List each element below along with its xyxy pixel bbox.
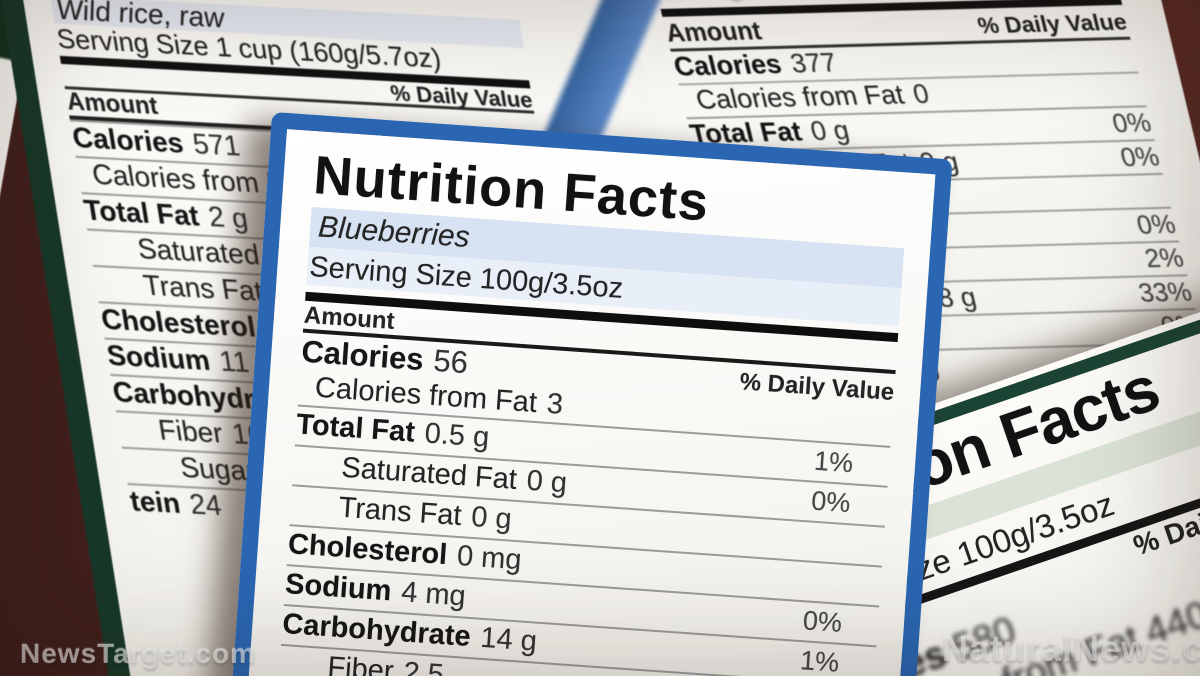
nutrient: Fiber [326,651,395,676]
dv-value: 1% [813,445,855,479]
nutrient: Trans Fat [337,491,463,533]
nutrient-value: 0.5 g [423,417,491,454]
watermark: NewsTarget.com [20,638,256,669]
nutrient: Calories from Fat [692,79,908,115]
dv-value: 0% [810,485,852,519]
nutrient-value: 0 mg [456,539,523,577]
nutrient-value: 571 [190,127,243,162]
nutrient-value: 2 g [206,200,250,235]
nutrient: Calories [70,121,186,159]
nutrient: Fiber [156,414,225,450]
nutrient: Cholesterol [98,303,258,343]
nutrient-value: 56 [432,342,470,381]
nutrient: Sodium [104,339,213,377]
nutrient-value: 24 [187,488,224,522]
nutrient: Saturated Fat [340,451,518,496]
dv-value [846,525,885,565]
nutrient-value: 14 g [479,621,538,658]
dv-value: 0% [1117,141,1163,172]
nutrient-value: 0 g [807,115,853,146]
dv-value: 33% [1135,276,1195,308]
dv-value: 2% [1141,242,1187,274]
daily-value-header: % Daily Value [974,8,1130,39]
nutrient-value: 377 [787,47,840,79]
dv-value [1139,73,1147,105]
nutrient: tein [127,484,183,519]
nutrient-value: 4 mg [400,576,467,613]
dv-value [1131,40,1139,72]
dv-value: 1% [799,645,841,676]
blueberries-label: Nutrition Facts Blueberries Serving Size… [229,111,953,676]
dv-value: 0% [1109,107,1154,139]
nutrient: Trans Fat [141,269,265,307]
nutrient: Carbohydra [110,375,273,416]
nutrient: Total Fat [295,408,416,449]
nutrient: Calories [670,48,785,82]
dv-value [843,565,882,605]
nutrient: Cholesterol [286,528,449,572]
dv-value: 0% [1133,208,1179,240]
amount-header: Amount [663,17,765,48]
nutrient: Total Fat [81,194,202,232]
nutrient-value: 0 g [470,500,513,536]
dv-value [1163,175,1171,207]
nutrient-value: 0 [909,79,933,110]
nutrient-value: 2.5 [402,656,445,676]
nutrient: Sodium [284,568,393,608]
dv-value: 0% [801,605,843,638]
nutrient-value: 3 [545,387,565,421]
nutrient-value: 0 g [525,464,569,500]
watermark: NaturalNews.com [942,628,1200,669]
nutrient: Calories [300,333,425,378]
